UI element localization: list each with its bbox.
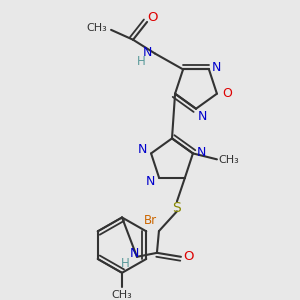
Text: O: O (184, 250, 194, 263)
Text: O: O (222, 87, 232, 100)
Text: Br: Br (144, 214, 157, 227)
Text: CH₃: CH₃ (112, 290, 132, 300)
Text: N: N (142, 46, 152, 59)
Text: CH₃: CH₃ (218, 155, 239, 165)
Text: N: N (146, 175, 155, 188)
Text: N: N (197, 146, 207, 159)
Text: N: N (130, 247, 140, 260)
Text: O: O (147, 11, 157, 23)
Text: H: H (121, 257, 129, 270)
Text: N: N (197, 110, 207, 123)
Text: CH₃: CH₃ (87, 23, 107, 33)
Text: S: S (172, 201, 181, 215)
Text: H: H (137, 55, 146, 68)
Text: N: N (212, 61, 222, 74)
Text: N: N (137, 143, 147, 156)
